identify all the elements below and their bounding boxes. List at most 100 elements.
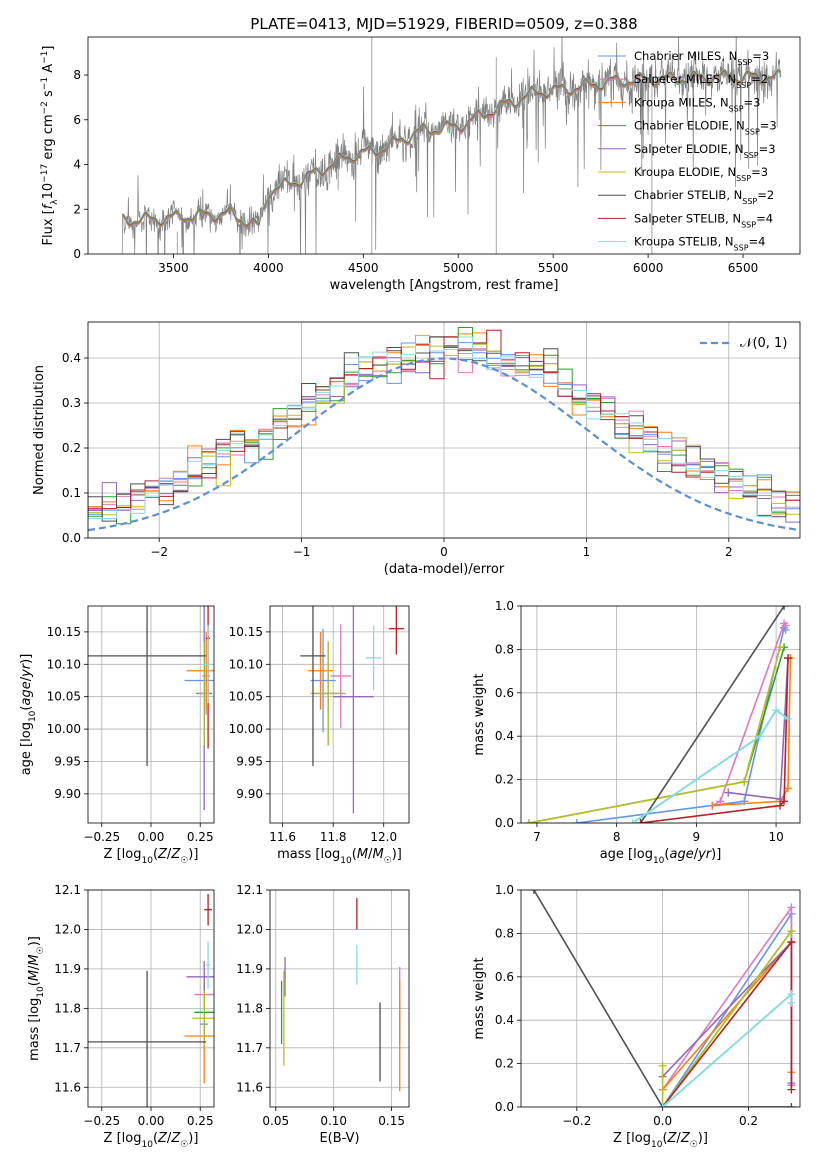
- x-tick-label: 3500: [158, 261, 189, 275]
- weight-marker: [724, 788, 733, 797]
- age-mass-x-label: mass [log10(M/M☉)]: [277, 847, 402, 866]
- y-tick-label: 0: [73, 247, 81, 261]
- panel-spectrum: 3500 4000 4500 5000 5500 6000 6500 0 2 4 6 8 wavelen…: [40, 36, 801, 293]
- weight-marker: [784, 654, 793, 663]
- weight-marker: [529, 890, 538, 894]
- plot-area: [121, 37, 782, 254]
- x-tick-label: 10: [768, 830, 783, 844]
- y-tick-label: 0.2: [62, 441, 81, 455]
- x-tick-label: 4500: [348, 261, 379, 275]
- weight-line-chabrier-stelib: [639, 606, 785, 823]
- y-tick-label: 1.0: [495, 883, 514, 897]
- y-tick-label: 0.2: [495, 773, 514, 787]
- y-tick-label: 0.4: [495, 729, 514, 743]
- weight-marker: [572, 819, 581, 823]
- x-tick-label: 5500: [538, 261, 569, 275]
- x-tick-label: −0.25: [83, 830, 120, 844]
- y-tick-label: 10.15: [229, 625, 263, 639]
- plot-area: [280, 897, 401, 1092]
- y-tick-label: 0.3: [62, 396, 81, 410]
- model-line-kroupa-stelib: [122, 68, 781, 225]
- weight-marker: [636, 819, 645, 823]
- x-tick-label: 0: [440, 545, 448, 559]
- weight-marker: [787, 990, 796, 999]
- figure-title: PLATE=0413, MJD=51929, FIBERID=0509, z=0…: [250, 15, 637, 33]
- y-tick-label: 11.6: [236, 1080, 263, 1094]
- weight-marker: [787, 938, 796, 947]
- panel-mass-vs-ebv: 0.05 0.10 0.15 11.6 11.7 11.8 11.9 12.0 12.1 E(B-…: [236, 883, 410, 1146]
- weight-marker: [716, 797, 725, 806]
- y-tick-label: 11.6: [54, 1080, 81, 1094]
- y-tick-label: 6: [73, 113, 81, 127]
- y-tick-label: 10.05: [47, 690, 81, 704]
- plot-area: [529, 890, 796, 1107]
- x-tick-label: 0.25: [187, 830, 214, 844]
- x-tick-label: 11.6: [269, 830, 296, 844]
- y-tick-label: 0.6: [495, 970, 514, 984]
- plot-area: [88, 606, 214, 811]
- y-tick-label: 10.05: [229, 690, 263, 704]
- y-tick-label: 4: [73, 158, 81, 172]
- y-tick-label: 11.9: [236, 962, 263, 976]
- age-weights-y-label: mass weight: [472, 673, 487, 755]
- weight-marker: [787, 1103, 796, 1107]
- axes-frame: [87, 605, 215, 824]
- y-tick-label: 2: [73, 202, 81, 216]
- legend-entry: Salpeter MILES, NSSP=2: [634, 72, 768, 90]
- y-tick-label: 12.1: [54, 883, 81, 897]
- x-tick-label: 6000: [633, 261, 664, 275]
- y-tick-label: 12.0: [54, 922, 81, 936]
- x-tick-label: 2: [725, 545, 733, 559]
- y-tick-label: 9.95: [54, 754, 81, 768]
- legend-entry: Chabrier STELIB, NSSP=2: [634, 188, 774, 206]
- weight-marker: [787, 998, 796, 1007]
- spectrum-x-label: wavelength [Angstrom, rest frame]: [330, 278, 559, 293]
- x-tick-label: 6500: [728, 261, 759, 275]
- weight-marker: [784, 714, 793, 723]
- axes-frame: [87, 889, 215, 1108]
- axes-frame: [269, 605, 410, 824]
- legend-entry: Chabrier ELODIE, NSSP=3: [634, 119, 777, 137]
- y-tick-label: 0.0: [495, 816, 514, 830]
- panel-mass-vs-Z: −0.25 0.00 0.25 11.6 11.7 11.8 11.9 12.0 12.1 Z […: [27, 883, 215, 1150]
- x-tick-label: 0.15: [378, 1114, 405, 1128]
- x-tick-label: 0.0: [653, 1114, 672, 1128]
- plot-area: [88, 327, 800, 532]
- y-tick-label: 0.8: [495, 642, 514, 656]
- x-tick-label: 11.8: [320, 830, 347, 844]
- y-tick-label: 11.8: [54, 1001, 81, 1015]
- plot-area: [88, 893, 214, 1107]
- axes-frame: [269, 889, 410, 1108]
- panel-residuals: −2 −1 0 1 2 0.0 0.1 0.2 0.3 0.4 (data-model)/error…: [32, 321, 801, 577]
- x-tick-label: 7: [533, 830, 541, 844]
- y-tick-label: 10.15: [47, 625, 81, 639]
- y-tick-label: 9.95: [236, 754, 263, 768]
- spectrum-legend: Chabrier MILES, NSSP=3 Salpeter MILES, NS…: [598, 49, 777, 252]
- weight-marker: [780, 797, 789, 806]
- legend-entry: Kroupa ELODIE, NSSP=3: [634, 165, 768, 183]
- histogram-kroupa-stelib: [88, 336, 800, 520]
- y-tick-label: 9.90: [54, 787, 81, 801]
- axes-frame: [520, 605, 801, 824]
- axes-frame: [87, 36, 801, 255]
- normal-curve: [88, 357, 800, 532]
- y-tick-label: 8: [73, 68, 81, 82]
- legend-entry: 𝒩(0, 1): [740, 336, 787, 351]
- mass-ebv-x-label: E(B-V): [319, 1131, 359, 1146]
- plot-area: [524, 606, 795, 823]
- weight-marker: [781, 621, 790, 630]
- Z-weights-x-label: Z [log10(Z/Z☉)]: [613, 1131, 708, 1150]
- weight-line-salpeter-miles: [711, 621, 787, 807]
- x-tick-label: 4000: [253, 261, 284, 275]
- weight-marker: [776, 643, 785, 652]
- histogram-salpeter-elodie: [88, 336, 800, 523]
- x-tick-label: 0.05: [262, 1114, 289, 1128]
- y-tick-label: 11.9: [54, 962, 81, 976]
- x-tick-label: −2: [150, 545, 168, 559]
- plot-area: [300, 606, 404, 814]
- residuals-x-label: (data-model)/error: [384, 562, 505, 577]
- y-tick-label: 11.7: [54, 1041, 81, 1055]
- x-tick-label: −0.2: [562, 1114, 591, 1128]
- weight-marker: [787, 1085, 796, 1094]
- weight-marker: [524, 819, 533, 823]
